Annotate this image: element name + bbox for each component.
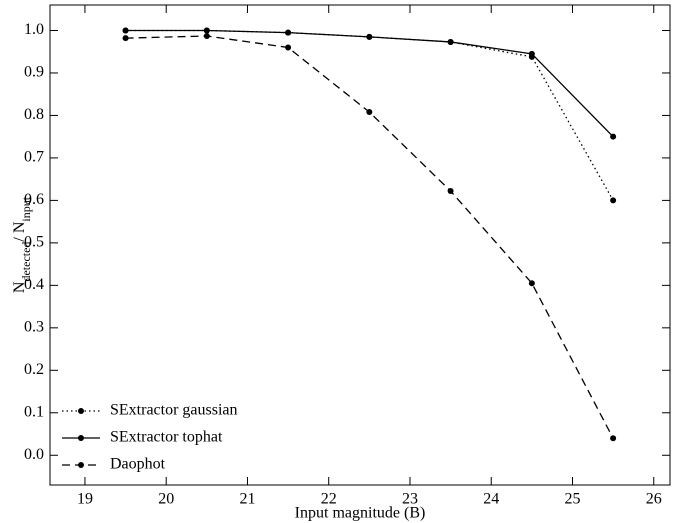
legend-marker — [78, 435, 84, 441]
data-point — [610, 435, 617, 442]
data-point — [122, 35, 129, 42]
data-point — [285, 29, 292, 36]
x-tick-label: 26 — [646, 491, 662, 508]
y-tick-label: 0.6 — [24, 191, 44, 208]
x-tick-label: 25 — [564, 491, 580, 508]
data-point — [203, 27, 210, 34]
y-tick-label: 0.5 — [24, 234, 44, 251]
legend-label: SExtractor tophat — [110, 429, 223, 446]
legend-marker — [78, 462, 84, 468]
data-point — [447, 38, 454, 45]
y-label-part: N — [11, 281, 28, 293]
y-label-part: detected — [19, 242, 33, 282]
legend-label: SExtractor gaussian — [110, 402, 238, 419]
data-point — [610, 197, 617, 204]
y-label-part: / N — [11, 221, 28, 241]
series-line — [125, 29, 614, 138]
data-point — [447, 188, 454, 195]
data-point — [366, 33, 373, 40]
y-tick-label: 0.4 — [24, 276, 44, 293]
y-tick-label: 1.0 — [24, 21, 44, 38]
y-tick-label: 0.3 — [24, 319, 44, 336]
series-line — [125, 29, 614, 201]
x-tick-label: 23 — [402, 491, 418, 508]
y-label-part: input — [19, 196, 33, 221]
data-point — [528, 280, 535, 287]
x-tick-label: 20 — [158, 491, 174, 508]
x-tick-label: 21 — [239, 491, 255, 508]
legend-marker — [78, 408, 84, 414]
data-point — [122, 27, 129, 34]
y-tick-label: 0.7 — [24, 149, 44, 166]
data-point — [285, 44, 292, 51]
x-tick-label: 24 — [483, 491, 499, 508]
data-point — [203, 33, 210, 40]
x-axis-label: Input magnitude (B) — [295, 505, 426, 522]
y-tick-label: 0.0 — [24, 446, 44, 463]
x-tick-label: 19 — [77, 491, 93, 508]
series-line — [125, 35, 614, 439]
data-point — [610, 133, 617, 140]
y-tick-label: 0.2 — [24, 361, 44, 378]
x-tick-label: 22 — [321, 491, 337, 508]
data-point — [528, 50, 535, 57]
y-axis-label: Ndetected/ Ninput — [11, 196, 33, 293]
plot-frame — [49, 4, 671, 486]
legend-label: Daophot — [110, 456, 166, 473]
y-tick-label: 0.8 — [24, 106, 44, 123]
data-point — [366, 109, 373, 116]
y-tick-label: 0.9 — [24, 64, 44, 81]
y-tick-label: 0.1 — [24, 403, 44, 420]
